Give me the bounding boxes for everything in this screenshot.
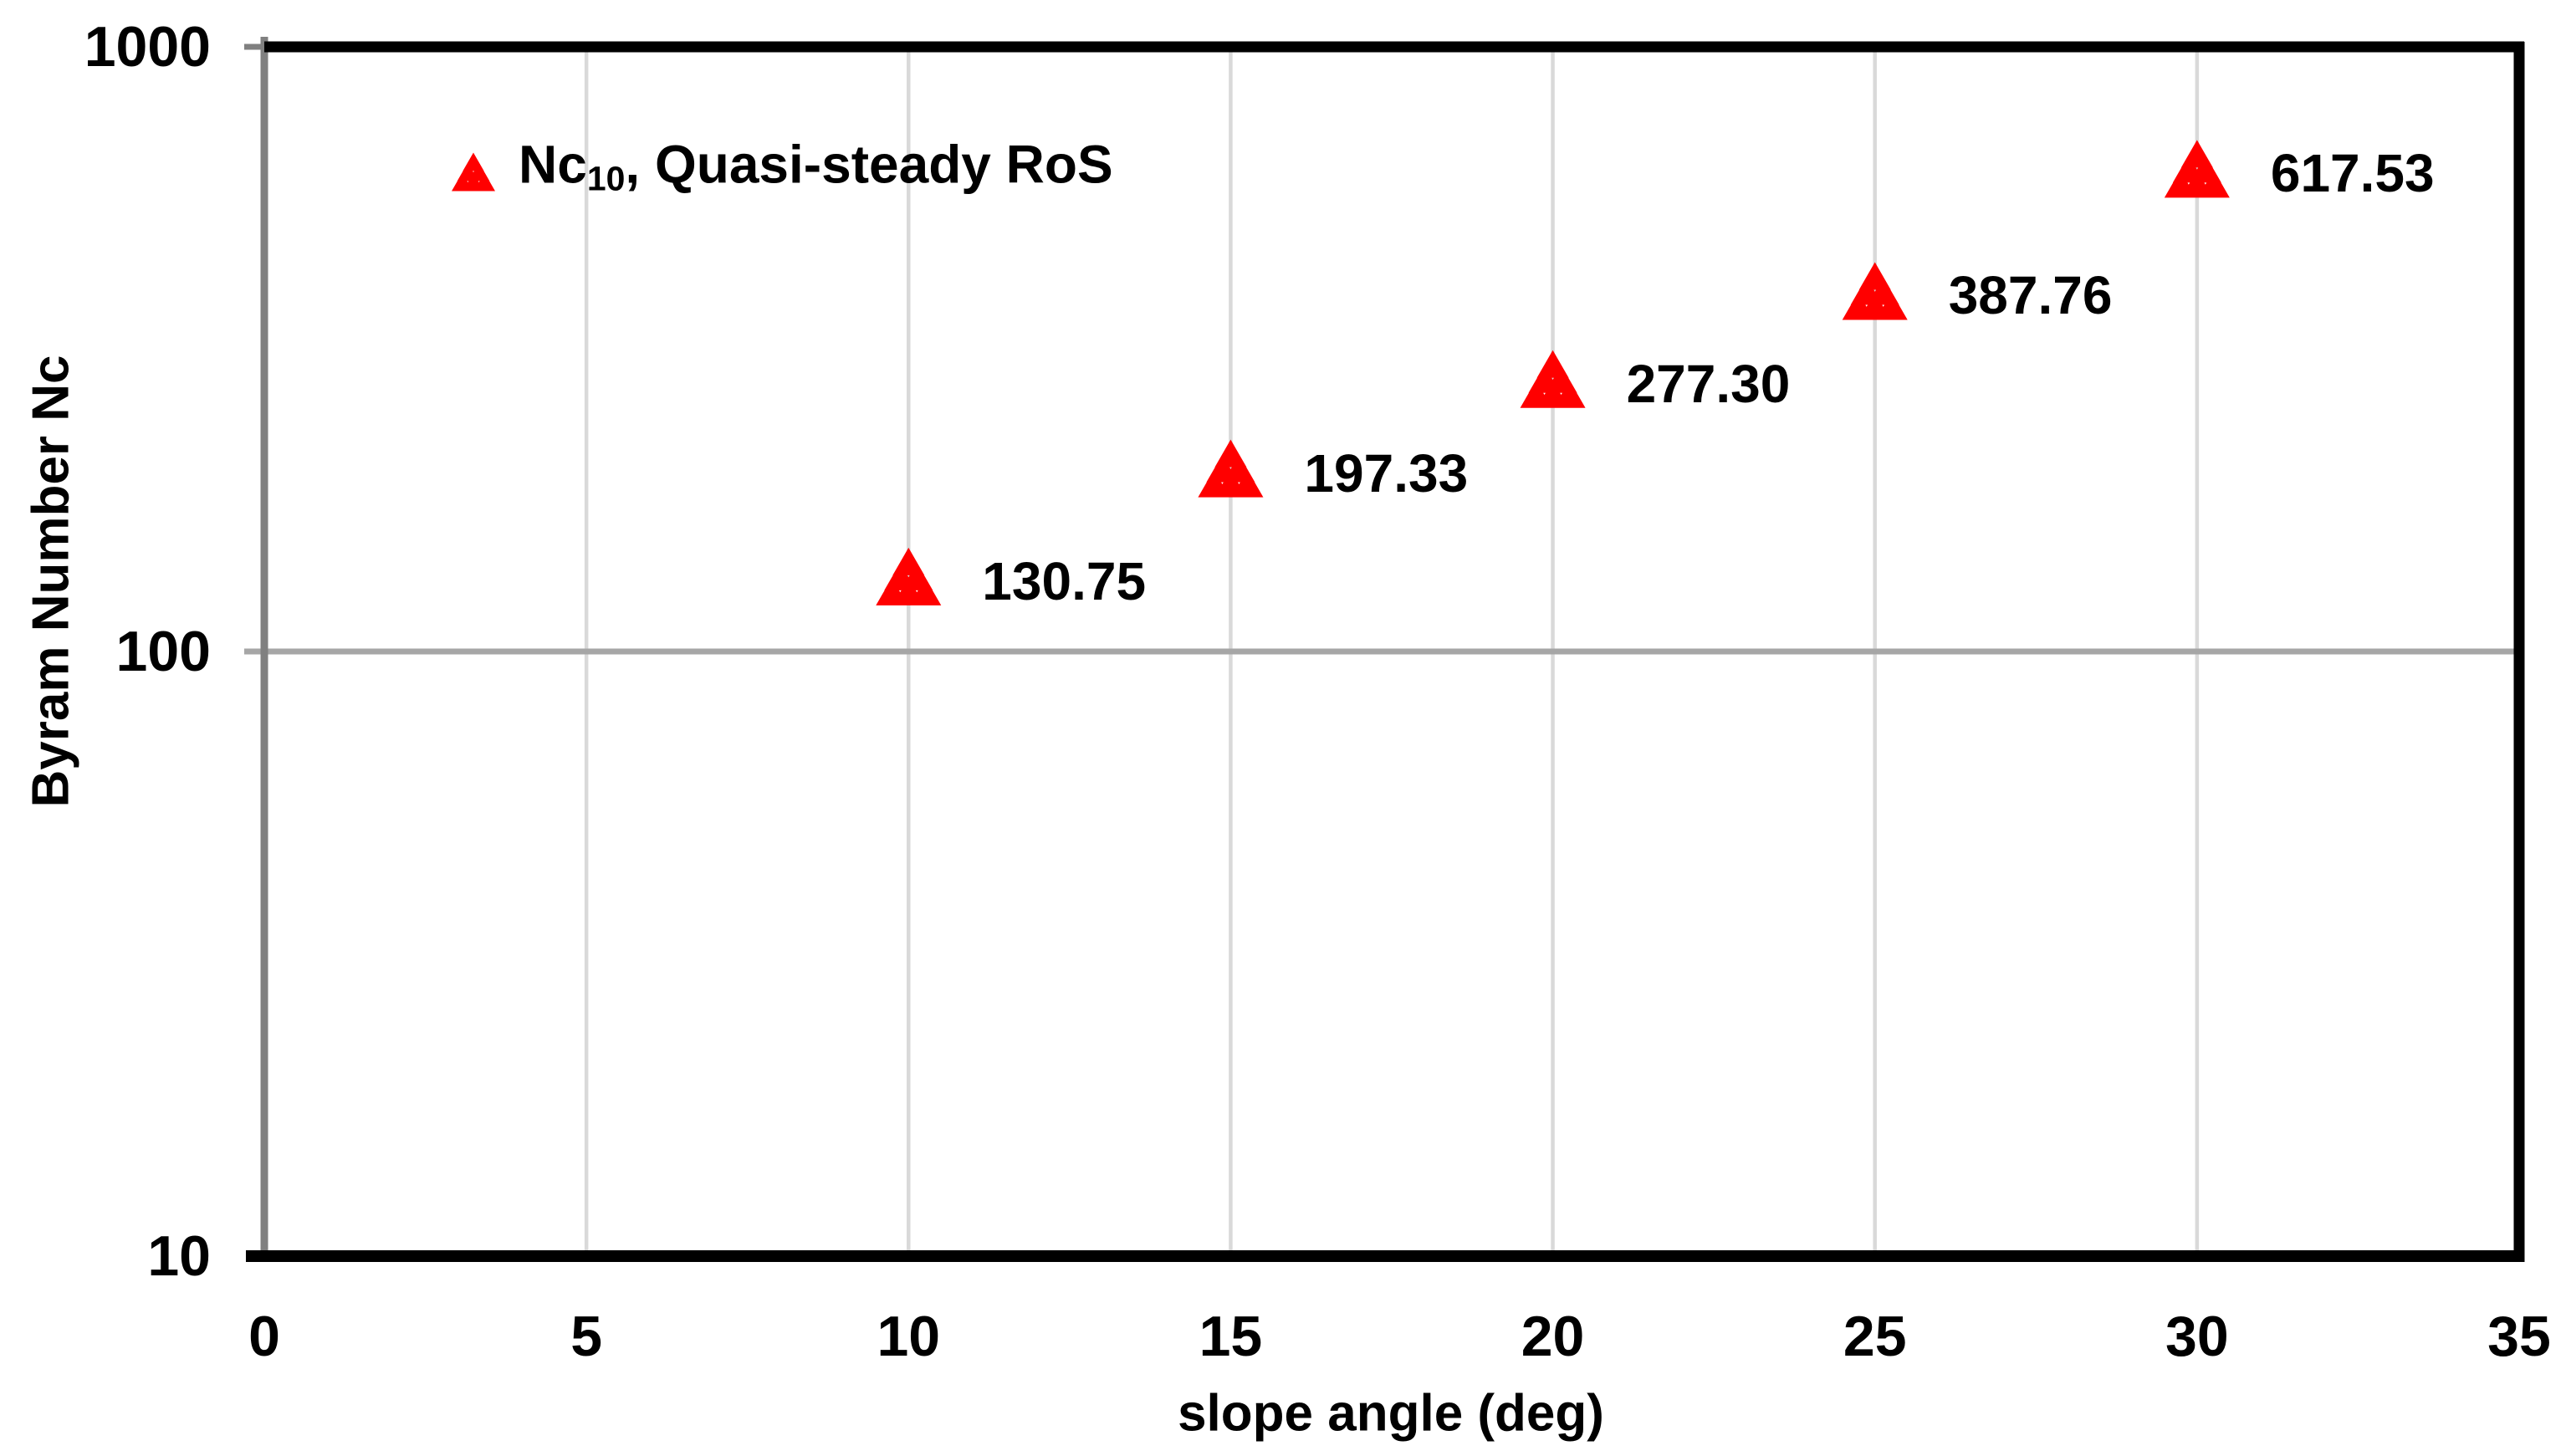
x-tick-label: 25 bbox=[1843, 1305, 1907, 1368]
data-point-label: 277.30 bbox=[1626, 353, 1791, 414]
legend: Nc10, Quasi-steady RoS bbox=[450, 138, 1113, 206]
data-point-marker bbox=[1198, 439, 1264, 498]
x-tick-label: 10 bbox=[877, 1305, 941, 1368]
x-tick-label: 35 bbox=[2487, 1305, 2551, 1368]
legend-marker-glyph bbox=[452, 152, 495, 191]
data-point-marker bbox=[2164, 140, 2230, 198]
x-axis-title: slope angle (deg) bbox=[1178, 1384, 1604, 1443]
legend-label-subscript: 10 bbox=[586, 159, 626, 198]
y-tick-label: 1000 bbox=[84, 15, 211, 79]
data-point-label: 387.76 bbox=[1948, 265, 2113, 326]
x-tick-label: 30 bbox=[2165, 1305, 2229, 1368]
y-tick-label: 10 bbox=[147, 1224, 211, 1288]
x-tick-label: 5 bbox=[570, 1305, 603, 1368]
legend-label-main: Nc bbox=[519, 134, 587, 195]
legend-marker-icon bbox=[452, 152, 495, 191]
data-point-marker bbox=[876, 547, 942, 605]
x-tick-label: 0 bbox=[248, 1305, 280, 1368]
data-point-marker bbox=[1520, 350, 1586, 408]
data-point-label: 617.53 bbox=[2270, 143, 2435, 204]
y-tick-label: 100 bbox=[115, 620, 211, 683]
legend-series-label: Nc10, Quasi-steady RoS bbox=[519, 138, 1113, 206]
y-axis-title: Byram Number Nc bbox=[22, 355, 80, 808]
legend-label-rest: , Quasi-steady RoS bbox=[625, 134, 1113, 195]
x-tick-label: 20 bbox=[1521, 1305, 1585, 1368]
data-point-label: 197.33 bbox=[1304, 442, 1469, 503]
x-tick-label: 15 bbox=[1199, 1305, 1263, 1368]
data-point-label: 130.75 bbox=[982, 550, 1147, 611]
data-point-marker bbox=[1842, 262, 1908, 320]
